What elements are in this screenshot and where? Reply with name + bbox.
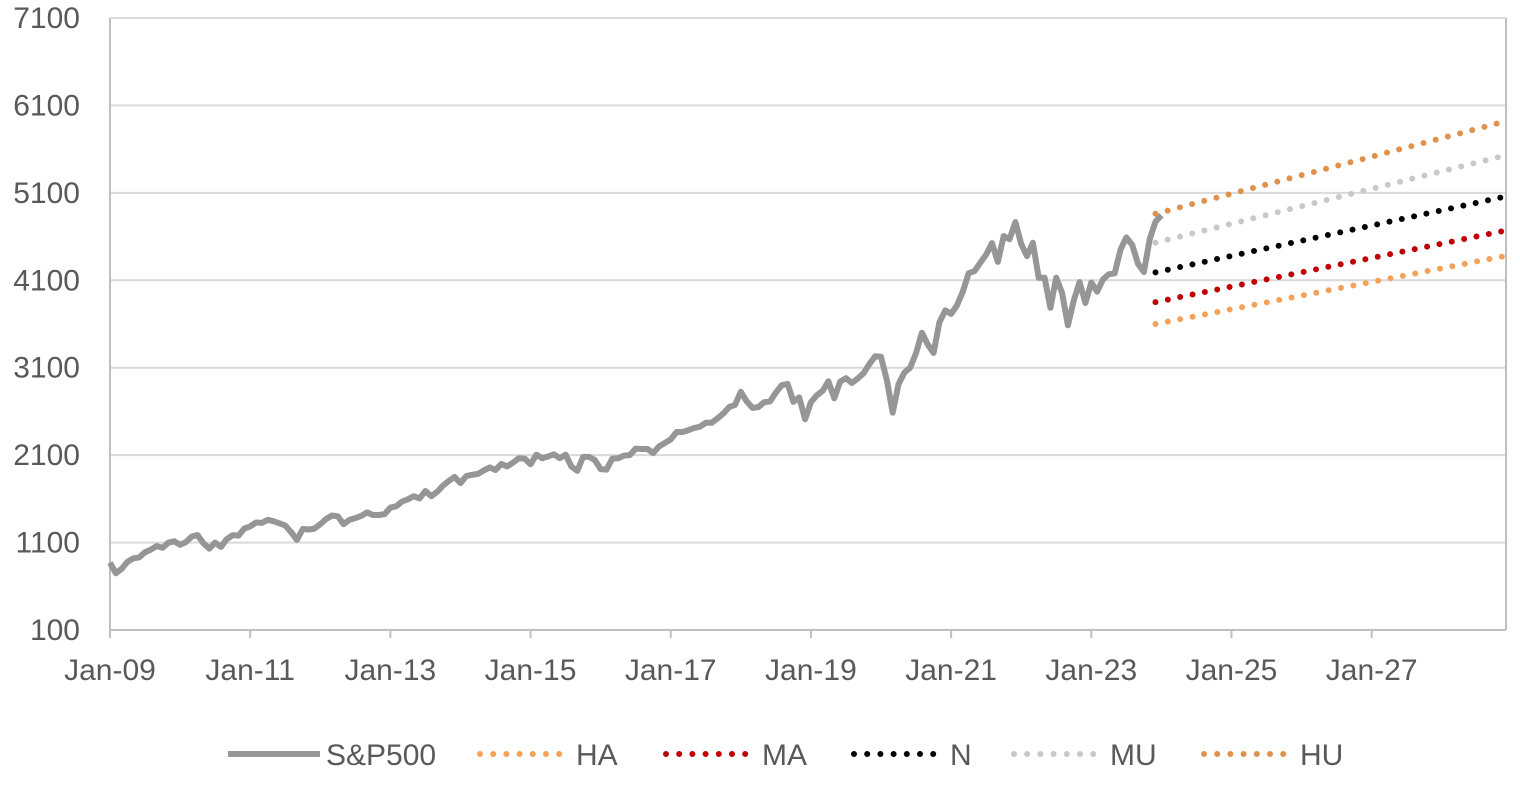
x-tick-label: Jan-19 <box>765 654 857 687</box>
legend-label-ma: MA <box>762 739 807 772</box>
legend-label-n: N <box>950 739 972 772</box>
x-tick-label: Jan-15 <box>485 654 577 687</box>
y-tick-label: 3100 <box>13 352 80 385</box>
y-tick-label: 100 <box>30 614 80 647</box>
x-tick-label: Jan-09 <box>64 654 156 687</box>
series-line-n <box>1152 193 1509 276</box>
y-tick-label: 5100 <box>13 177 80 210</box>
x-tick-label: Jan-23 <box>1045 654 1137 687</box>
series-line-hu <box>1152 118 1509 217</box>
grid-layer <box>110 17 1506 544</box>
legend-label-hu: HU <box>1300 739 1343 772</box>
series-line-ha <box>1152 252 1509 327</box>
legend-label-s-p500: S&P500 <box>326 739 436 772</box>
legend-label-ha: HA <box>576 739 618 772</box>
x-tick-label: Jan-11 <box>205 654 295 687</box>
y-tick-label: 2100 <box>13 439 80 472</box>
x-tick-label: Jan-21 <box>905 654 997 687</box>
series-line-mu <box>1152 152 1509 246</box>
x-tick-label: Jan-13 <box>345 654 437 687</box>
y-tick-label: 1100 <box>15 527 80 560</box>
legend: S&P500 HA MA N MU HU <box>228 739 1343 772</box>
x-tick-label: Jan-17 <box>625 654 717 687</box>
y-tick-label: 6100 <box>13 89 80 122</box>
x-tick-label: Jan-25 <box>1186 654 1278 687</box>
series-layer <box>107 118 1509 577</box>
x-tick-label: Jan-27 <box>1326 654 1418 687</box>
series-line-ma <box>1152 227 1509 306</box>
y-tick-label: 4100 <box>13 264 80 297</box>
legend-label-mu: MU <box>1110 739 1157 772</box>
series-line-s-p500 <box>107 213 1164 577</box>
axis-layer: 100 1100 2100 3100 4100 5100 6100 7100 Jan-09 Jan… <box>13 2 1507 687</box>
y-tick-label: 7100 <box>13 2 80 35</box>
